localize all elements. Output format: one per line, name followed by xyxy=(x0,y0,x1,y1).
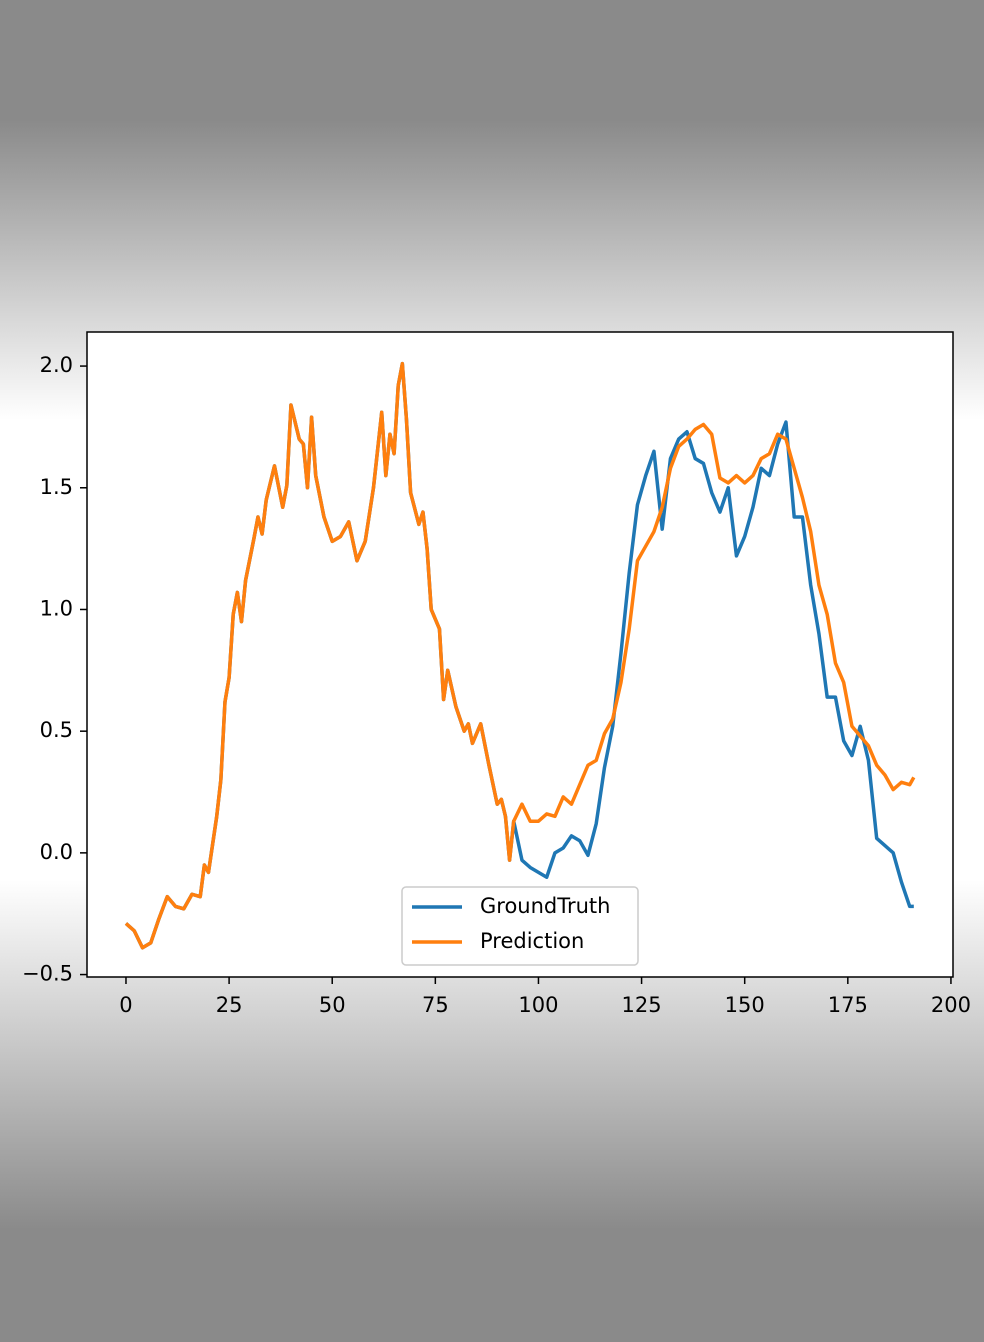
x-tick-label: 100 xyxy=(518,993,558,1017)
y-tick-label: −0.5 xyxy=(22,962,73,986)
x-tick-label: 50 xyxy=(319,993,346,1017)
legend: GroundTruth Prediction xyxy=(401,886,639,966)
x-tick-label: 0 xyxy=(119,993,132,1017)
x-tick-label: 200 xyxy=(931,993,971,1017)
x-tick-label: 25 xyxy=(216,993,243,1017)
y-tick-label: 2.0 xyxy=(40,353,73,377)
x-tick-label: 175 xyxy=(828,993,868,1017)
y-tick-label: 0.5 xyxy=(40,718,73,742)
x-tick-label: 125 xyxy=(622,993,662,1017)
y-tick-label: 0.0 xyxy=(40,840,73,864)
series-line xyxy=(124,361,916,950)
legend-label: Prediction xyxy=(480,929,584,953)
legend-label: GroundTruth xyxy=(480,894,610,918)
plot-frame xyxy=(86,331,954,978)
x-tick-label: 75 xyxy=(422,993,449,1017)
x-tick-label: 150 xyxy=(725,993,765,1017)
y-tick-label: 1.0 xyxy=(40,596,73,620)
y-tick-label: 1.5 xyxy=(40,475,73,499)
